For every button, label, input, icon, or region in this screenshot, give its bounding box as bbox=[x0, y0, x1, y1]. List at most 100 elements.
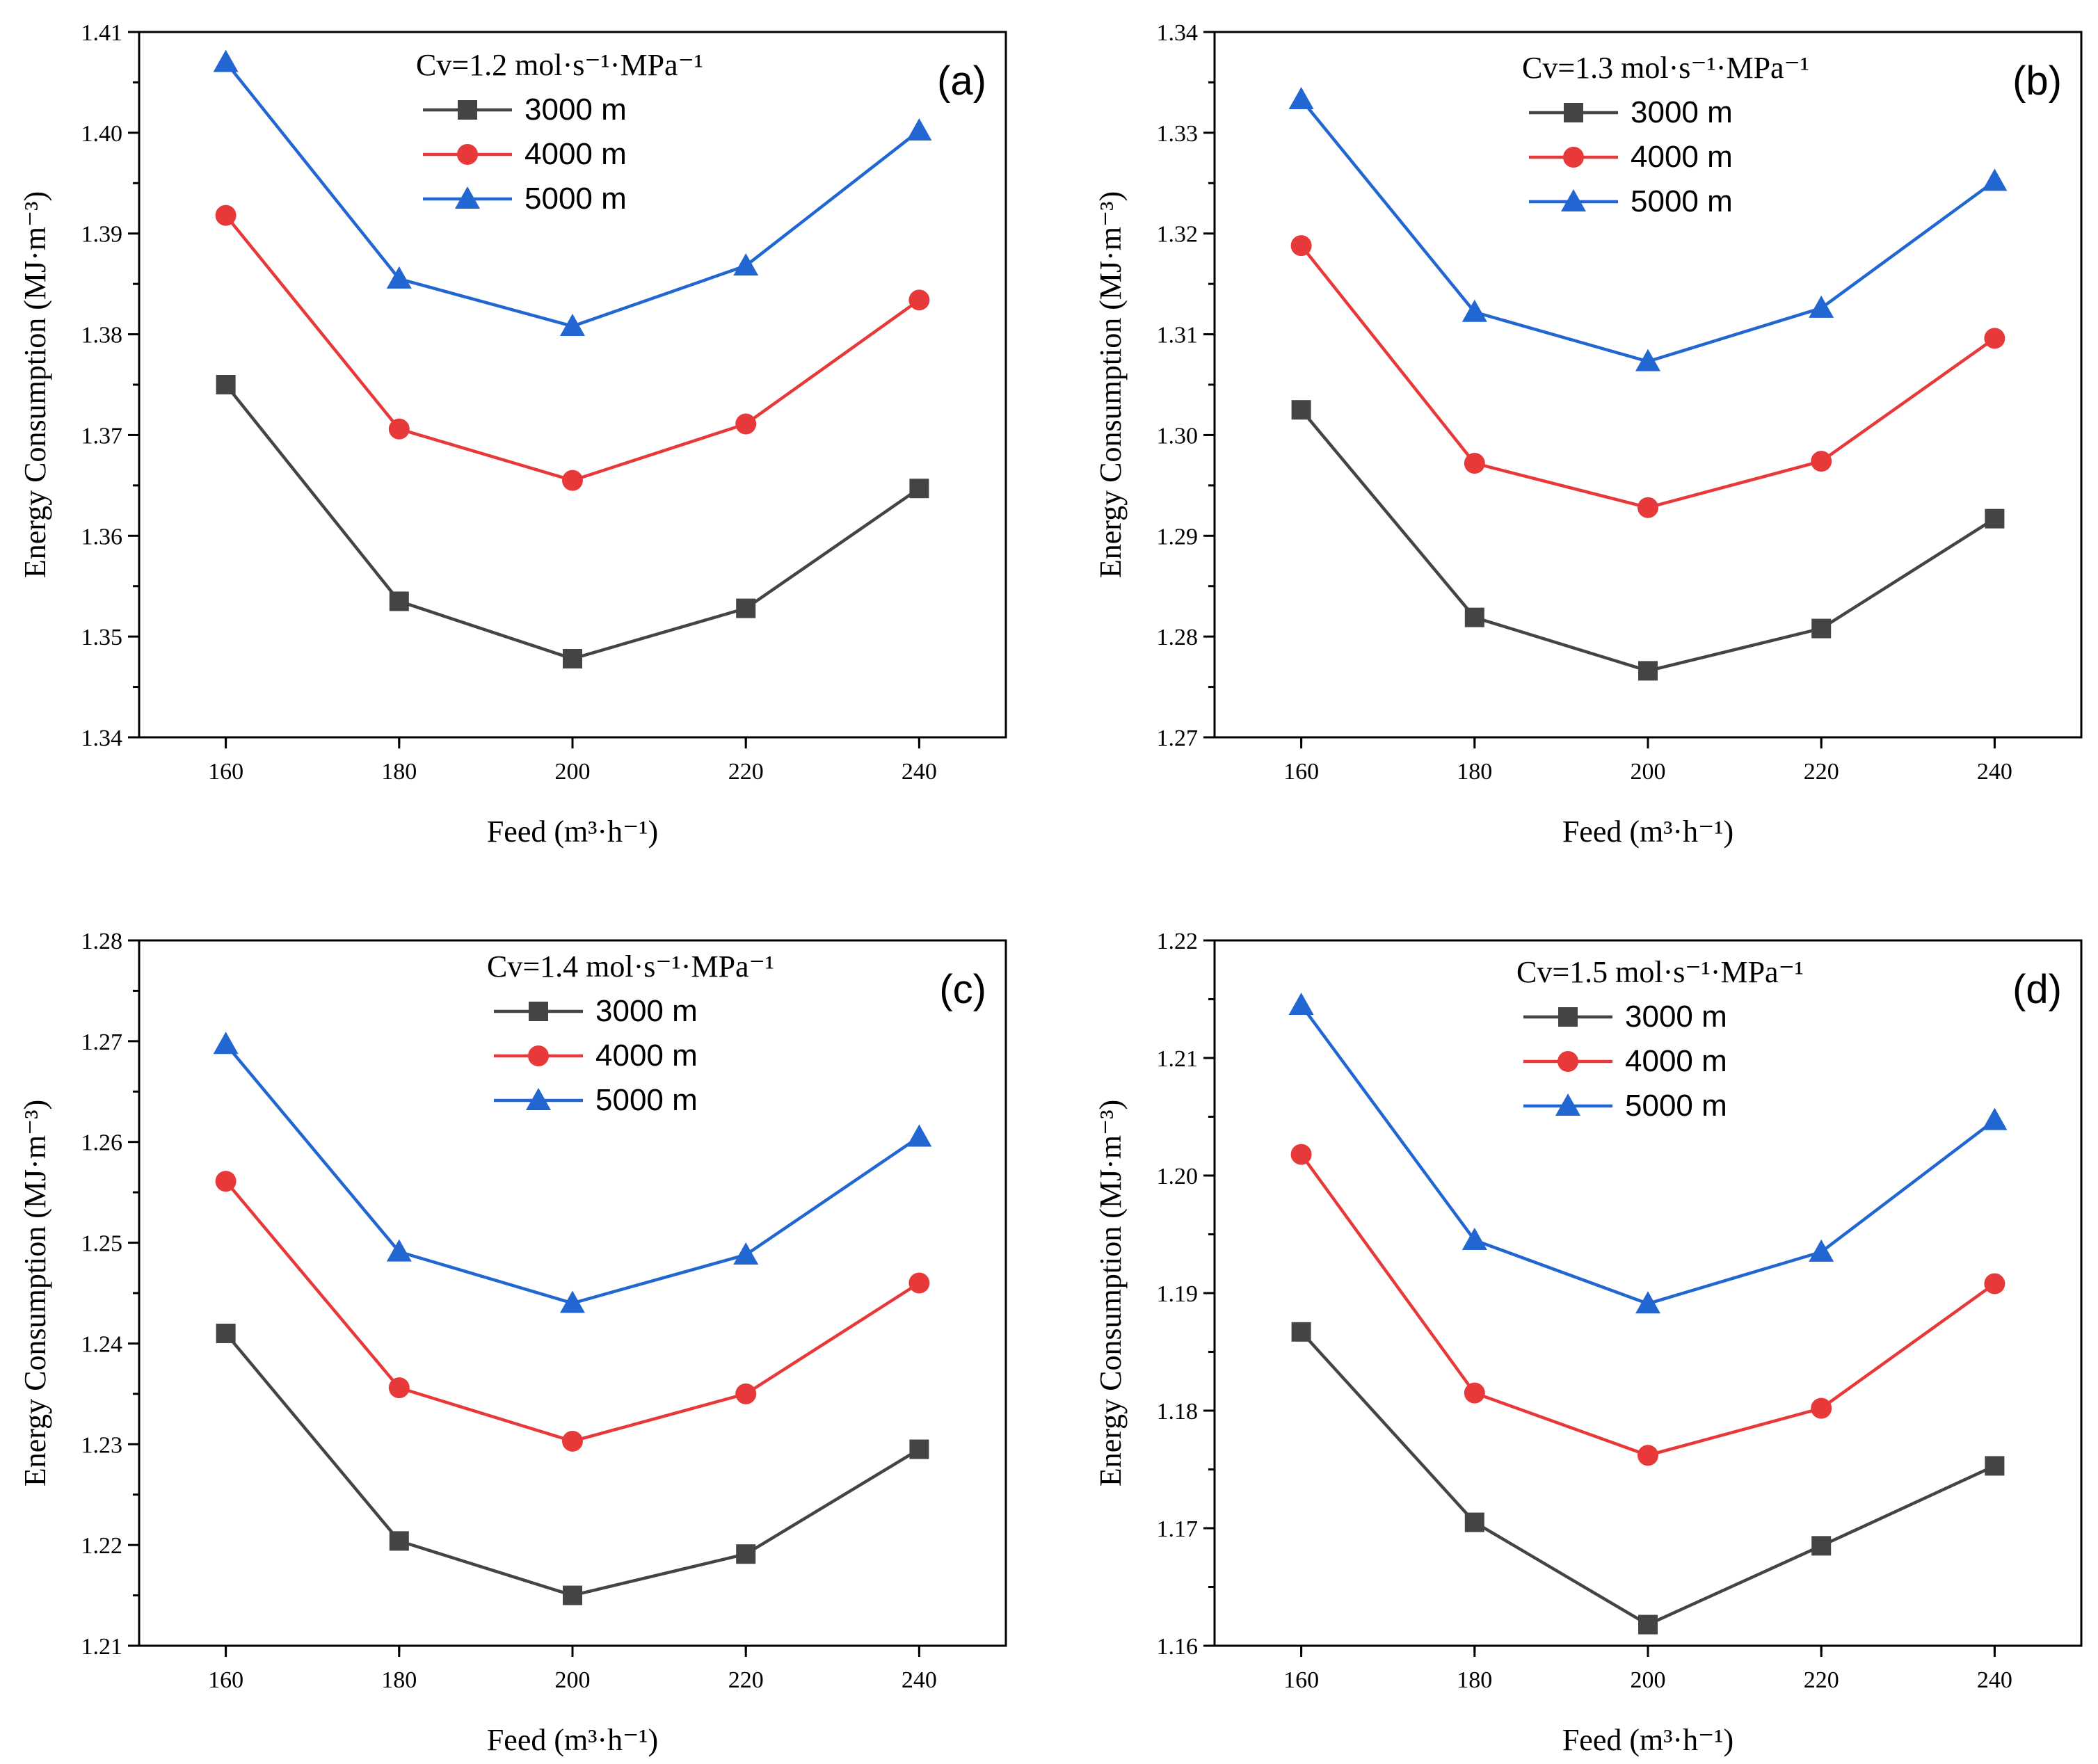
legend-marker bbox=[529, 1002, 548, 1021]
x-axis-label: Feed (m³·h⁻¹) bbox=[1562, 815, 1733, 849]
y-tick-label: 1.39 bbox=[81, 222, 123, 248]
y-tick-label: 1.22 bbox=[81, 1533, 123, 1559]
x-tick-label: 160 bbox=[1283, 1667, 1319, 1693]
data-point-4000m bbox=[388, 418, 410, 440]
data-point-4000m bbox=[388, 1377, 410, 1399]
panel-label: (c) bbox=[939, 967, 986, 1012]
legend-label: 4000 m bbox=[595, 1039, 698, 1073]
data-point-5000m bbox=[1809, 1239, 1834, 1262]
legend-marker bbox=[1561, 189, 1586, 211]
data-point-5000m bbox=[906, 118, 932, 141]
data-point-5000m bbox=[1288, 87, 1314, 110]
x-axis-label: Feed (m³·h⁻¹) bbox=[487, 815, 658, 849]
y-tick-label: 1.16 bbox=[1157, 1634, 1199, 1660]
y-tick-label: 1.25 bbox=[81, 1231, 123, 1257]
legend-label: 3000 m bbox=[1631, 95, 1733, 129]
legend: Cv=1.3 mol·s⁻¹·MPa⁻¹ 3000 m 4000 m 5000 m bbox=[1522, 51, 1809, 218]
x-axis-label: Feed (m³·h⁻¹) bbox=[1562, 1723, 1733, 1757]
data-point-5000m bbox=[1982, 168, 2008, 191]
x-tick-label: 200 bbox=[1631, 1667, 1666, 1693]
x-tick-label: 160 bbox=[1283, 759, 1319, 785]
y-tick-label: 1.21 bbox=[81, 1634, 123, 1660]
x-tick-label: 160 bbox=[208, 1667, 243, 1693]
legend-label: 3000 m bbox=[595, 994, 698, 1028]
data-point-3000m bbox=[1985, 508, 2005, 529]
legend-label: 4000 m bbox=[1625, 1044, 1727, 1078]
data-point-5000m bbox=[1982, 1107, 2008, 1130]
data-point-5000m bbox=[560, 1290, 585, 1313]
data-point-4000m bbox=[562, 470, 583, 491]
legend-marker bbox=[1555, 1093, 1580, 1116]
x-tick-label: 200 bbox=[1631, 759, 1666, 785]
series-line-5000m bbox=[1299, 98, 1996, 364]
y-tick-label: 1.35 bbox=[81, 625, 123, 650]
data-point-5000m bbox=[906, 1124, 932, 1147]
data-point-3000m bbox=[1985, 1456, 2005, 1476]
data-point-3000m bbox=[563, 1585, 582, 1605]
data-point-3000m bbox=[736, 598, 756, 618]
y-tick-label: 1.18 bbox=[1157, 1399, 1199, 1425]
chart-panel-d: 160 180 200 220 240 1.16 1.17 1.18 1.19 1.20 1.21 1… bbox=[1094, 929, 2083, 1757]
x-tick-label: 160 bbox=[208, 759, 243, 785]
y-tick-label: 1.33 bbox=[1157, 121, 1199, 147]
data-point-4000m bbox=[735, 1383, 757, 1404]
data-point-5000m bbox=[1635, 1291, 1660, 1314]
data-point-5000m bbox=[733, 1242, 759, 1265]
data-point-3000m bbox=[216, 1323, 236, 1343]
legend-title: Cv=1.4 mol·s⁻¹·MPa⁻¹ bbox=[487, 949, 774, 984]
legend-marker bbox=[455, 186, 480, 209]
data-point-3000m bbox=[1291, 400, 1311, 420]
data-point-5000m bbox=[1462, 1227, 1487, 1250]
legend-marker bbox=[1558, 1051, 1578, 1072]
data-point-5000m bbox=[560, 313, 585, 336]
y-tick-label: 1.28 bbox=[1157, 625, 1199, 650]
data-point-3000m bbox=[909, 479, 929, 499]
y-tick-label: 1.36 bbox=[81, 524, 123, 550]
data-point-3000m bbox=[1638, 1614, 1658, 1635]
y-tick-label: 1.28 bbox=[81, 929, 123, 954]
legend-label: 4000 m bbox=[524, 137, 627, 171]
panel-label: (a) bbox=[937, 58, 986, 104]
y-axis-label: Energy Consumption (MJ·m⁻³) bbox=[1094, 1100, 1128, 1486]
y-tick-label: 1.34 bbox=[1157, 20, 1199, 46]
legend-marker bbox=[457, 144, 478, 165]
data-point-3000m bbox=[389, 1531, 409, 1551]
data-point-4000m bbox=[215, 205, 237, 226]
legend-label: 5000 m bbox=[1631, 184, 1733, 218]
data-point-4000m bbox=[1290, 235, 1312, 257]
data-point-4000m bbox=[1811, 1397, 1832, 1419]
legend-marker bbox=[1558, 1007, 1578, 1027]
y-tick-label: 1.30 bbox=[1157, 423, 1199, 449]
legend-label: 3000 m bbox=[524, 93, 627, 127]
y-tick-label: 1.27 bbox=[81, 1029, 123, 1055]
data-point-5000m bbox=[1462, 299, 1487, 322]
chart-panel-a: 160 180 200 220 240 1.34 1.35 1.36 1.37 1.38 1.39 1… bbox=[18, 20, 1007, 849]
x-tick-label: 220 bbox=[1804, 1667, 1839, 1693]
data-point-5000m bbox=[386, 266, 412, 289]
legend-marker bbox=[528, 1045, 549, 1066]
data-point-4000m bbox=[1464, 1382, 1485, 1404]
x-tick-label: 240 bbox=[902, 1667, 937, 1693]
y-axis-label: Energy Consumption (MJ·m⁻³) bbox=[18, 191, 52, 578]
legend-label: 4000 m bbox=[1631, 140, 1733, 174]
x-tick-label: 180 bbox=[1457, 759, 1492, 785]
data-point-3000m bbox=[1464, 1512, 1484, 1532]
y-tick-label: 1.19 bbox=[1157, 1281, 1199, 1307]
data-point-5000m bbox=[733, 253, 759, 276]
y-axis-label: Energy Consumption (MJ·m⁻³) bbox=[1094, 191, 1128, 578]
data-point-3000m bbox=[1811, 1536, 1832, 1556]
data-point-5000m bbox=[386, 1239, 412, 1262]
data-point-4000m bbox=[562, 1430, 583, 1452]
legend-title: Cv=1.2 mol·s⁻¹·MPa⁻¹ bbox=[416, 48, 703, 82]
panel-label: (b) bbox=[2012, 58, 2062, 104]
legend: Cv=1.2 mol·s⁻¹·MPa⁻¹ 3000 m 4000 m 5000 m bbox=[416, 48, 703, 216]
x-tick-label: 200 bbox=[555, 759, 591, 785]
data-point-3000m bbox=[736, 1544, 756, 1564]
x-tick-label: 220 bbox=[728, 1667, 764, 1693]
data-point-5000m bbox=[213, 49, 239, 72]
legend-marker bbox=[1564, 103, 1583, 122]
y-tick-label: 1.22 bbox=[1157, 929, 1199, 954]
panel-label: (d) bbox=[2012, 967, 2062, 1012]
data-point-5000m bbox=[1809, 295, 1834, 318]
